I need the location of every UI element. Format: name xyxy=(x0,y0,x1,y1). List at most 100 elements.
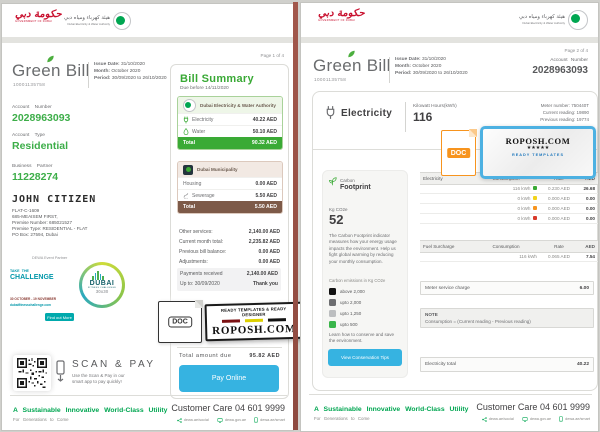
bill-period: Period: 30/09/2020 to 26/10/2020 xyxy=(395,71,468,77)
housing-row: Housing 0.00 AED xyxy=(178,177,282,189)
slab-row-4: 0 kWh 0.000 AED 0.00 xyxy=(420,213,598,224)
badge-city-text: DUBAI xyxy=(89,280,115,287)
challenge-word-challenge: CHALLENGE xyxy=(10,274,54,281)
electricity-section-title: Electricity xyxy=(341,108,393,119)
due-date: Due before 14/11/2020 xyxy=(180,86,229,91)
government-of-dubai-logo: حكومة دبي GOVERNMENT OF DUBAI xyxy=(15,10,62,24)
badge-stars: ★★★★★ xyxy=(526,145,550,151)
slab-row-1: 116 kWh 0.230 AED 26.68 xyxy=(420,183,598,194)
col-aed: AED xyxy=(585,244,595,249)
event-partner-label: DEWA Event Partner xyxy=(32,256,68,260)
rate-value: 0.000 AED xyxy=(548,195,570,201)
leaf-icon xyxy=(348,50,355,58)
slab-yellow-swatch xyxy=(532,195,537,201)
bill-month: Month: October 2020 xyxy=(395,64,441,70)
issue-date-label: Issue Date: xyxy=(395,57,421,62)
consumption-value: 116 kWh xyxy=(519,253,537,259)
business-partner-label: Business Partner xyxy=(12,164,53,169)
total-divider xyxy=(177,347,282,348)
consumption-value: 0 kWh xyxy=(517,215,531,221)
government-logo-arabic: حكومة دبي xyxy=(15,9,62,20)
rate-value: 0.000 AED xyxy=(548,215,570,221)
period-label: Period: xyxy=(94,76,111,81)
housing-label: Housing xyxy=(183,180,202,187)
total-due-label: Total amount due xyxy=(179,353,232,359)
footer-link-social[interactable]: dewa.ae/social xyxy=(183,418,209,422)
note-title: NOTE xyxy=(425,312,438,317)
rate-value: 0.000 AED xyxy=(548,205,570,211)
dewa-logo-english: Dubai Electricity & Water Authority xyxy=(67,21,111,26)
doc-file-watermark-icon: DOC xyxy=(158,300,203,343)
consumption-value: 116 kWh xyxy=(512,185,531,191)
view-conservation-tips-button[interactable]: View Conservation Tips xyxy=(328,349,402,366)
footer-divider xyxy=(309,394,592,395)
footer-link-website[interactable]: dewa.gov.ae xyxy=(529,417,552,421)
bill-page-1: حكومة دبي GOVERNMENT OF DUBAI هيئة كهربا… xyxy=(1,3,304,431)
total-due-amount: 95.82 AED xyxy=(249,353,280,359)
footer-subline: For Generations to Come xyxy=(314,416,370,421)
find-out-more-button[interactable]: Find out More xyxy=(45,313,74,321)
electricity-total-row: Electricity total 40.22 xyxy=(420,357,594,372)
aed-value: 0.00 xyxy=(586,215,595,221)
monitor-icon xyxy=(522,416,528,422)
month-label: Month: xyxy=(395,64,411,69)
col-consumption: Consumption xyxy=(492,244,520,249)
issue-date-value: 31/10/2020 xyxy=(120,62,145,67)
current-month-row: Current month total: 2,235.82 AED xyxy=(179,239,280,245)
payments-label: Payments received xyxy=(180,271,223,277)
legend-label: upto 1,250 xyxy=(340,311,362,316)
footer-link-smart[interactable]: dewa.ae/smart xyxy=(565,417,590,421)
legend-swatch-lightgray xyxy=(329,310,336,317)
co2-value: 52 xyxy=(329,212,344,227)
doc-label: DOC xyxy=(168,316,192,328)
footer-link-website[interactable]: dewa.gov.ae xyxy=(224,418,247,422)
aed-value: 0.00 xyxy=(586,195,595,201)
period-value: 30/09/2020 to 26/10/2020 xyxy=(412,71,468,76)
page-title: Green Bill xyxy=(313,56,391,75)
meter-service-amount: 6.00 xyxy=(579,285,589,291)
bill-page-2: حكومة دبي GOVERNMENT OF DUBAI هيئة كهربا… xyxy=(300,2,599,432)
dewa-box-title: Dubai Electricity & Water Authority xyxy=(200,102,276,108)
challenge-take: TAKE xyxy=(10,269,20,273)
meter-service-row: Meter service charge 6.00 xyxy=(420,281,594,295)
slab-orange-swatch xyxy=(532,205,537,211)
current-reading: Current reading: 19890 xyxy=(542,110,589,115)
footer-links: dewa.ae/social dewa.gov.ae dewa.ae/smart xyxy=(176,417,285,423)
water-label: Water xyxy=(192,128,206,135)
share-icon xyxy=(176,417,182,423)
municipality-title: Dubai Municipality xyxy=(197,167,238,172)
municipality-logo xyxy=(183,164,193,175)
carbon-description: The Carbon Footprint indicator measures … xyxy=(329,233,397,264)
rate-value: 0.065 AED xyxy=(548,253,570,259)
doc-fold xyxy=(194,300,203,309)
payments-amount: 2,140.00 AED xyxy=(246,271,278,277)
header-divider xyxy=(88,62,89,88)
dewa-mini-logo xyxy=(183,98,196,112)
customer-name: JOHN CITIZEN xyxy=(12,194,97,205)
water-amount: 50.10 AED xyxy=(252,128,277,135)
mobile-icon xyxy=(254,417,258,423)
pay-online-button[interactable]: Pay Online xyxy=(179,365,279,392)
footer-link-smart[interactable]: dewa.ae/smart xyxy=(260,418,285,422)
footer-link-social[interactable]: dewa.ae/social xyxy=(488,417,514,421)
roposh-watermark-box: READY TEMPLATES & READY DESIGNER ROPOSH.… xyxy=(204,301,304,341)
footer-tagline: A Sustainable Innovative World-Class Uti… xyxy=(314,406,469,413)
adjustments-amount: 0.00 AED xyxy=(258,259,281,265)
dewa-logo-text: هيئة كهرباء ومياه دبي Dubai Electricity … xyxy=(64,15,111,26)
legend-label: upto 2,000 xyxy=(340,300,362,305)
page-edge-strip xyxy=(293,2,298,430)
dewa-logo-english: Dubai Electricity & Water Authority xyxy=(522,20,566,25)
challenge-website-link[interactable]: dubaifitnesschallenge.com xyxy=(10,303,51,307)
sewerage-row: Sewerage 5.50 AED xyxy=(178,189,282,201)
share-icon xyxy=(481,416,487,422)
scan-pay-desc-line2: smart app to pay quickly! xyxy=(72,379,122,384)
footer-tagline: A Sustainable Innovative World-Class Uti… xyxy=(13,407,168,414)
badge-caption: READY TEMPLATES xyxy=(512,153,564,157)
roposh-badge-watermark: ROPOSH.COM ★★★★★ READY TEMPLATES xyxy=(480,126,596,179)
dewa-logo-icon xyxy=(113,12,132,30)
letterhead-divider xyxy=(2,37,293,43)
note-text: Consumption = (Current reading - Previou… xyxy=(425,319,531,324)
footprint-label: Footprint xyxy=(340,184,371,191)
dewa-logo-icon xyxy=(568,10,588,30)
